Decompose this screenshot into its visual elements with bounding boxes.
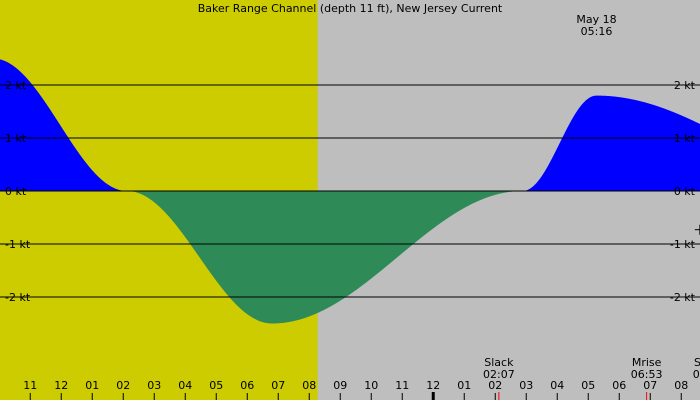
grid-lines <box>0 84 700 298</box>
y-tick-label: 1 kt <box>5 132 27 145</box>
hour-tick-label: 02 <box>116 379 130 392</box>
flood-current-area <box>0 59 700 191</box>
chart-title: Baker Range Channel (depth 11 ft), New J… <box>198 2 503 15</box>
hour-tick-label: 06 <box>240 379 254 392</box>
y-tick-label: -2 kt <box>5 291 31 304</box>
y-tick-label: 0 kt <box>5 185 27 198</box>
y-tick-label-right: -1 kt <box>670 238 696 251</box>
hour-tick-label: 07 <box>643 379 657 392</box>
hour-tick-label: 07 <box>271 379 285 392</box>
event-time-label: 08:53 <box>693 368 700 381</box>
event-time-label: 06:53 <box>631 368 663 381</box>
hour-tick-label: 03 <box>147 379 161 392</box>
y-axis-labels: 2 kt 2 kt 1 kt 1 kt 0 kt 0 kt -1 kt -1 kt -2 kt -… <box>5 79 696 304</box>
hour-tick-label: 01 <box>85 379 99 392</box>
hour-tick-label: 09 <box>333 379 347 392</box>
hour-tick-label: 04 <box>550 379 564 392</box>
hour-tick-label: 08 <box>674 379 688 392</box>
event-time-label: 02:07 <box>483 368 515 381</box>
ebb-current-area <box>0 191 700 324</box>
y-tick-label-right: 0 kt <box>674 185 696 198</box>
hour-tick-label: 08 <box>302 379 316 392</box>
event-labels: Slack02:07Mrise06:53Slack08:53Slack14:21… <box>483 356 700 400</box>
current-areas <box>0 59 700 324</box>
hour-tick-label: 11 <box>23 379 37 392</box>
hour-tick-label: 02 <box>488 379 502 392</box>
hour-tick-label: 04 <box>178 379 192 392</box>
hour-tick-label: 11 <box>395 379 409 392</box>
y-tick-label: 2 kt <box>5 79 27 92</box>
hour-tick-label: 10 <box>364 379 378 392</box>
y-tick-label: -1 kt <box>5 238 31 251</box>
event-name-label: Mrise <box>632 356 662 369</box>
hour-tick-label: 12 <box>54 379 68 392</box>
hour-tick-label: 05 <box>581 379 595 392</box>
y-tick-label-right: -2 kt <box>670 291 696 304</box>
event-name-label: Slack <box>694 356 700 369</box>
event-name-label: Slack <box>484 356 514 369</box>
hour-tick-label: 05 <box>209 379 223 392</box>
hour-axis: 11 12 01 02 03 04 05 06 07 08 09 10 11 12 01 02 03 04 05 06… <box>23 379 688 400</box>
y-tick-label-right: 1 kt <box>674 132 696 145</box>
peak-time-label: 05:16 <box>581 25 613 38</box>
y-tick-label-right: 2 kt <box>674 79 696 92</box>
hour-tick-label: 01 <box>457 379 471 392</box>
hour-tick-label: 03 <box>519 379 533 392</box>
hour-tick-label: 06 <box>612 379 626 392</box>
hour-tick-label: 12 <box>426 379 440 392</box>
peak-date-label: May 18 <box>576 13 616 26</box>
